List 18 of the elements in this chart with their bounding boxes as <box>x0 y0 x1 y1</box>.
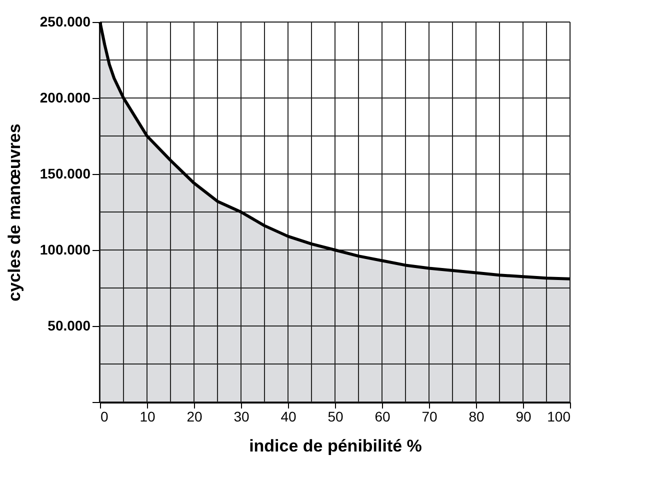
y-tick-label: 150.000 <box>40 166 91 182</box>
x-tick-label: 70 <box>422 408 438 424</box>
x-tick-label: 40 <box>280 408 296 424</box>
x-tick-label: 30 <box>234 408 250 424</box>
x-axis-title: indice de pénibilité % <box>249 436 422 456</box>
y-tick-label: 50.000 <box>48 318 91 334</box>
x-tick-label: 90 <box>516 408 532 424</box>
y-axis-title: cycles de manœuvres <box>4 124 24 302</box>
x-tick-label: 80 <box>468 408 484 424</box>
y-tick-label: 250.000 <box>40 14 91 30</box>
x-tick-label: 60 <box>374 408 390 424</box>
x-tick-label: 20 <box>186 408 202 424</box>
x-tick-label: 50 <box>328 408 344 424</box>
x-tick-label: 100 <box>547 408 571 424</box>
x-tick-label: 0 <box>100 408 108 424</box>
y-tick-label: 200.000 <box>40 90 91 106</box>
x-tick-label: 10 <box>140 408 156 424</box>
y-tick-label: 100.000 <box>40 242 91 258</box>
